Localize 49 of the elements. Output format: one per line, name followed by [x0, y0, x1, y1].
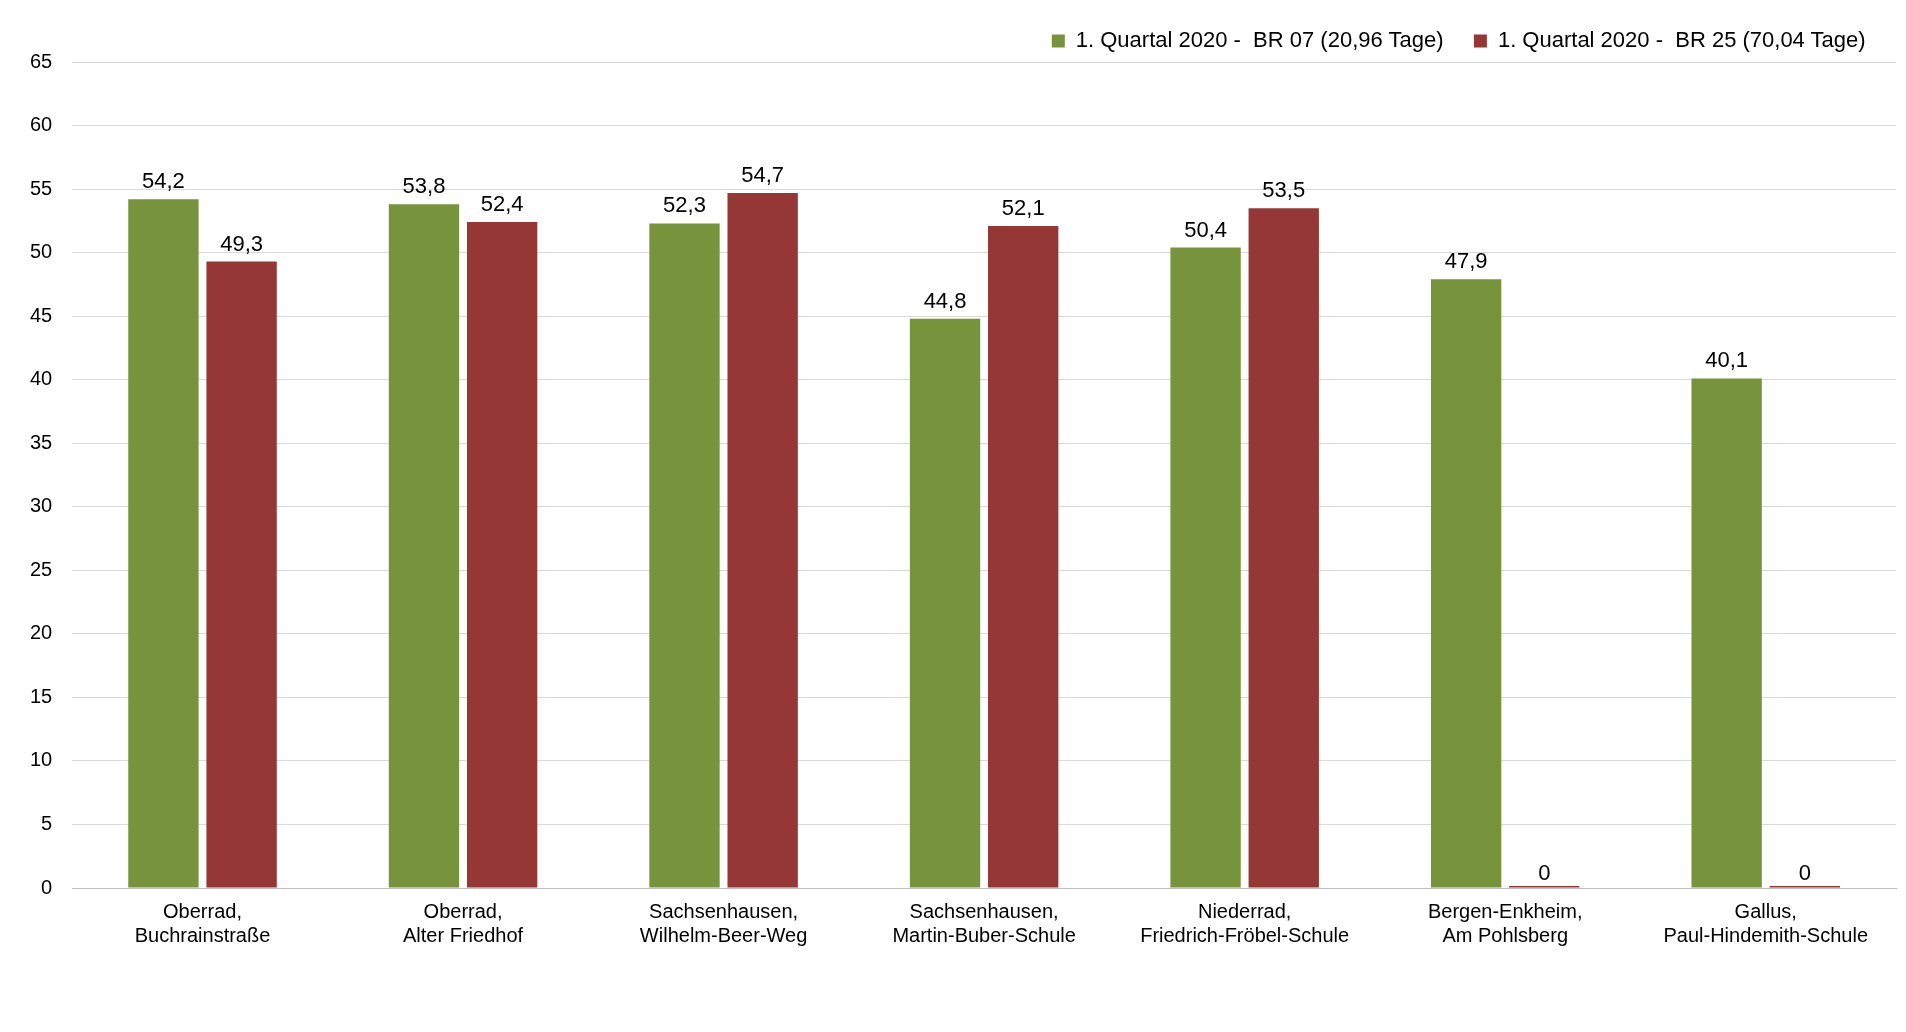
data-label: 54,7 [741, 161, 785, 187]
data-label: 49,3 [220, 230, 264, 256]
y-tick-label: 40 [30, 367, 53, 390]
data-label: 40,1 [1705, 347, 1749, 373]
y-tick-label: 50 [30, 240, 53, 263]
x-tick-label: Sachsenhausen, Wilhelm-Beer-Weg [639, 899, 808, 946]
y-tick-label: 15 [30, 684, 53, 707]
bar [466, 222, 538, 888]
y-tick-label: 20 [30, 621, 53, 644]
x-tick-label: Sachsenhausen, Martin-Buber-Schule [892, 899, 1076, 946]
x-tick-label: Gallus, Paul-Hindemith-Schule [1663, 899, 1869, 946]
bar [1430, 279, 1502, 888]
y-tick-label: 30 [30, 494, 53, 517]
data-label: 47,9 [1444, 248, 1488, 274]
bar [909, 318, 981, 888]
y-tick-label: 35 [30, 430, 53, 453]
bar [649, 223, 720, 888]
y-tick-label: 55 [30, 176, 53, 199]
data-label: 53,8 [402, 173, 446, 199]
y-tick-label: 10 [30, 748, 53, 771]
x-tick-label: Oberrad, Buchrainstraße [134, 899, 271, 946]
data-label: 0 [1798, 860, 1811, 886]
data-label: 44,8 [923, 287, 967, 313]
bar [1248, 208, 1319, 888]
legend-label: 1. Quartal 2020 - BR 25 (70,04 Tage) [1497, 27, 1866, 53]
bar [1170, 247, 1241, 888]
bar [727, 192, 798, 888]
y-tick-label: 45 [30, 303, 53, 326]
data-label: 53,5 [1262, 177, 1306, 203]
data-label: 50,4 [1184, 216, 1227, 242]
y-tick-label: 25 [30, 557, 53, 580]
bar [1691, 378, 1762, 888]
data-label: 52,4 [480, 191, 524, 217]
data-label: 54,2 [142, 168, 185, 194]
y-tick-label: 65 [30, 49, 53, 72]
legend-label: 1. Quartal 2020 - BR 07 (20,96 Tage) [1075, 27, 1444, 53]
bar [128, 199, 199, 888]
data-label: 52,1 [1001, 194, 1045, 220]
bar [206, 261, 277, 888]
data-label: 52,3 [663, 192, 706, 218]
x-tick-label: Bergen-Enkheim, Am Pohlsberg [1427, 899, 1583, 946]
y-tick-label: 0 [41, 875, 53, 898]
bar [388, 204, 460, 888]
y-tick-label: 5 [41, 811, 53, 834]
x-tick-label: Niederrad, Friedrich-Fröbel-Schule [1140, 899, 1350, 946]
data-label: 0 [1538, 860, 1551, 886]
bar [988, 225, 1059, 888]
x-tick-label: Oberrad, Alter Friedhof [403, 899, 524, 946]
y-tick-label: 60 [30, 113, 53, 136]
